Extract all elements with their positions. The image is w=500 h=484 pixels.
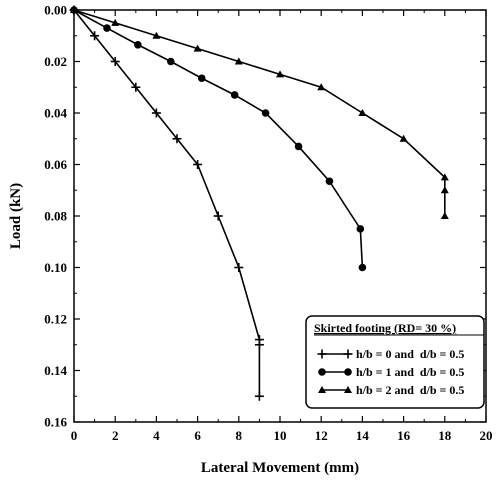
data-point	[213, 211, 223, 221]
y-tick-label: 0.16	[44, 415, 67, 430]
legend-label: h/b = 2 and d/b = 0.5	[356, 383, 464, 397]
y-tick-label: 0.04	[44, 106, 67, 121]
data-point	[193, 160, 203, 169]
data-point	[254, 391, 264, 401]
x-tick-label: 8	[236, 428, 243, 443]
legend-item-3: h/b = 2 and d/b = 0.5	[318, 383, 464, 397]
data-point	[317, 83, 326, 91]
data-point	[167, 57, 175, 66]
x-tick-label: 2	[112, 428, 119, 443]
data-point	[103, 24, 111, 32]
y-tick-label: 0.00	[44, 3, 67, 18]
data-point	[261, 109, 270, 117]
y-tick-label: 0.02	[44, 54, 67, 69]
x-tick-label: 6	[194, 428, 201, 443]
data-point	[325, 177, 334, 186]
data-point	[356, 225, 365, 233]
data-point	[358, 263, 367, 272]
legend-marker	[318, 386, 326, 393]
data-point	[440, 212, 449, 219]
data-point	[234, 57, 243, 65]
x-tick-label: 18	[438, 428, 452, 443]
legend-box	[305, 315, 485, 409]
data-point	[90, 31, 100, 41]
series-3	[70, 6, 449, 219]
legend-item-2: h/b = 1 and d/b = 0.5	[318, 365, 464, 379]
data-point	[131, 82, 141, 92]
data-point	[358, 109, 367, 116]
series-2	[70, 6, 367, 272]
x-tick-label: 10	[274, 428, 287, 443]
y-tick-label: 0.06	[44, 157, 67, 172]
data-point	[440, 186, 449, 194]
series-1	[69, 5, 264, 401]
data-point	[110, 57, 120, 66]
legend-label: h/b = 0 and d/b = 0.5	[356, 347, 464, 361]
x-axis-title: Lateral Movement (mm)	[201, 460, 359, 476]
x-tick-label: 4	[153, 428, 160, 443]
series-layer	[69, 5, 449, 401]
y-tick-label: 0.08	[44, 209, 67, 224]
series-line	[73, 9, 261, 397]
data-point	[197, 74, 206, 83]
legend-marker	[317, 349, 327, 359]
data-point	[151, 108, 161, 118]
data-point	[152, 31, 161, 39]
x-tick-label: 0	[71, 428, 78, 443]
legend-title: Skirted footing (RD= 30 %)	[314, 321, 456, 335]
data-point	[294, 142, 303, 151]
data-point	[111, 18, 120, 26]
x-tick-label: 16	[397, 428, 411, 443]
data-point	[276, 70, 284, 78]
legend-marker	[343, 349, 353, 359]
legend: Skirted footing (RD= 30 %) h/b = 0 and d/…	[305, 315, 485, 409]
legend-label: h/b = 1 and d/b = 0.5	[356, 365, 464, 379]
y-tick-label: 0.10	[44, 260, 67, 275]
y-tick-label: 0.12	[44, 312, 67, 327]
legend-marker	[344, 386, 352, 393]
data-point	[134, 40, 142, 49]
data-point	[193, 44, 202, 52]
axis-ticks: 0 2 4 6 8 10 12 14 16 18 20 0.00 0.02 0.04 0.06 0.08 0.1…	[44, 3, 492, 444]
y-tick-label: 0.14	[44, 363, 67, 378]
data-point	[440, 173, 449, 181]
legend-item-1: h/b = 0 and d/b = 0.5	[317, 347, 464, 361]
data-point	[254, 340, 264, 350]
x-tick-label: 20	[480, 428, 493, 443]
x-tick-label: 14	[356, 428, 370, 443]
legend-marker	[318, 368, 326, 376]
data-point	[399, 134, 408, 142]
data-point	[70, 6, 78, 13]
data-point	[172, 134, 182, 144]
legend-marker	[344, 368, 352, 376]
x-tick-label: 12	[315, 428, 328, 443]
y-axis-title: Load (kN)	[8, 183, 24, 249]
series-line	[73, 9, 364, 268]
data-point	[230, 91, 239, 99]
data-point	[234, 263, 244, 272]
